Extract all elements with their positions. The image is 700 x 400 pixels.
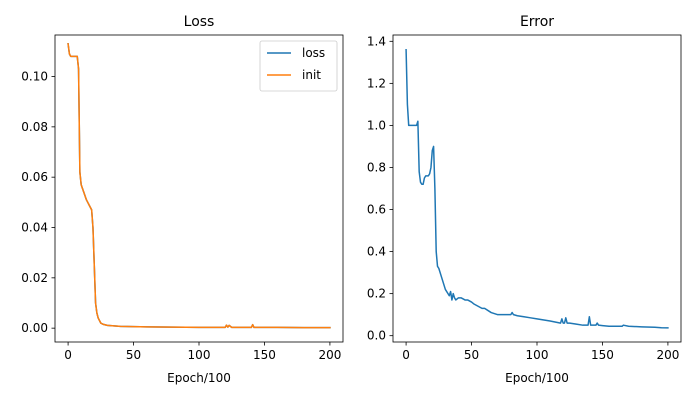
loss-x-tick-label: 200 [318, 348, 341, 362]
error-x-axis-label: Epoch/100 [505, 371, 569, 385]
error-series-line [405, 48, 669, 329]
error-x-tick-label: 150 [591, 348, 614, 362]
loss-x-tick-label: 0 [64, 348, 72, 362]
error-y-tick-label: 0.8 [367, 160, 386, 174]
error-y-tick-label: 0.2 [367, 287, 386, 301]
loss-legend-label-loss: loss [302, 46, 325, 60]
error-plot-area: 0 50 100 150 200 0.0 0.2 0.4 0.6 0.8 1.0 1.2 1.4 [367, 34, 682, 362]
loss-x-tick-label: 50 [126, 348, 141, 362]
error-x-tick-label: 0 [402, 348, 410, 362]
error-y-tick-label: 0.6 [367, 203, 386, 217]
error-y-tick-label: 0.4 [367, 245, 386, 259]
error-x-tick-label: 100 [526, 348, 549, 362]
error-x-tick-label: 200 [656, 348, 679, 362]
loss-x-tick-label: 150 [253, 348, 276, 362]
loss-x-tick-label: 100 [188, 348, 211, 362]
subplot-error: Error Epoch/100 0 50 100 150 200 0.0 0.2 0.4 0.6… [367, 14, 682, 385]
loss-y-tick-label: 0.00 [21, 321, 48, 335]
error-y-tick-label: 1.0 [367, 118, 386, 132]
loss-y-tick-label: 0.02 [21, 271, 48, 285]
loss-legend-label-init: init [302, 68, 321, 82]
error-y-tick-label: 0.0 [367, 329, 386, 343]
loss-legend-box [259, 40, 338, 92]
loss-y-tick-label: 0.10 [21, 70, 48, 84]
loss-chart-title: Loss [184, 14, 215, 30]
loss-y-tick-label: 0.04 [21, 221, 48, 235]
loss-series-init-line [67, 42, 331, 329]
loss-y-tick-label: 0.08 [21, 120, 48, 134]
error-chart-title: Error [520, 14, 554, 30]
error-x-tick-label: 50 [464, 348, 479, 362]
loss-y-tick-label: 0.06 [21, 170, 48, 184]
loss-legend: loss init [259, 40, 338, 92]
error-y-tick-label: 1.4 [367, 34, 386, 48]
error-y-tick-label: 1.2 [367, 76, 386, 90]
loss-plot-area: 0 50 100 150 200 0.00 0.02 0.04 0.06 0.08 0.10 loss… [21, 34, 344, 362]
loss-x-axis-label: Epoch/100 [167, 371, 231, 385]
subplot-loss: Loss Epoch/100 0 50 100 150 2000.000.020.040… [21, 14, 344, 385]
